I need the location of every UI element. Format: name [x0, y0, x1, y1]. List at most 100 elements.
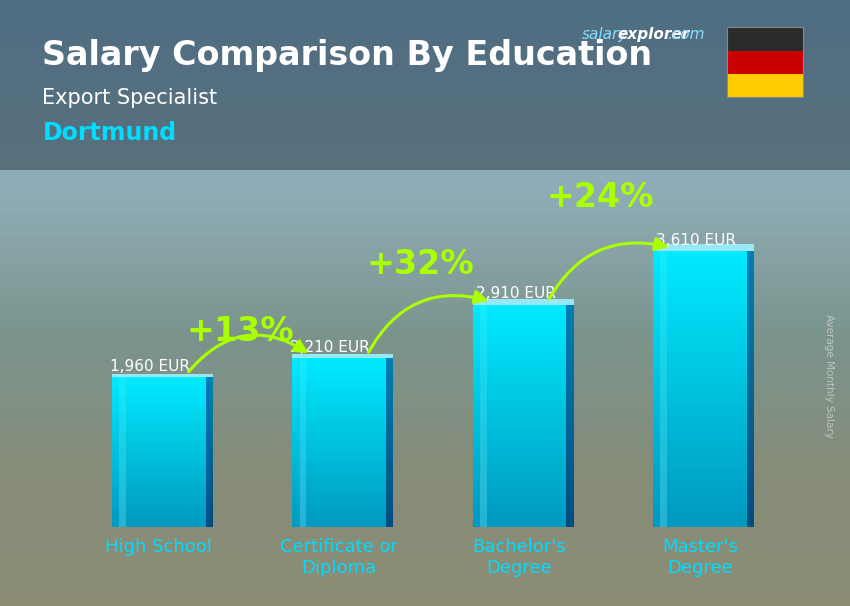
Bar	[119, 382, 126, 385]
Bar	[746, 270, 754, 275]
Bar	[300, 462, 306, 465]
Bar	[660, 444, 667, 449]
Bar	[746, 251, 754, 256]
Bar	[206, 385, 213, 387]
Bar	[480, 412, 486, 416]
Bar	[206, 498, 213, 500]
Bar	[386, 378, 394, 381]
Bar	[653, 499, 746, 504]
Bar	[119, 413, 126, 415]
Bar	[300, 431, 306, 435]
Bar	[206, 378, 213, 380]
Bar	[660, 288, 667, 293]
Bar	[660, 426, 667, 431]
Bar	[386, 415, 394, 418]
Bar	[119, 525, 126, 527]
Bar	[746, 399, 754, 403]
Bar	[653, 251, 746, 256]
Bar	[480, 390, 486, 394]
Bar	[119, 487, 126, 490]
Bar	[300, 479, 306, 482]
Bar	[206, 410, 213, 413]
Bar	[660, 486, 667, 490]
Bar	[119, 430, 126, 432]
Bar	[206, 454, 213, 458]
Bar	[660, 284, 667, 288]
Bar	[292, 482, 386, 485]
Bar	[653, 403, 746, 408]
Bar	[206, 525, 213, 527]
Bar	[206, 402, 213, 405]
Bar	[206, 505, 213, 507]
Bar	[206, 474, 213, 478]
Bar	[206, 452, 213, 455]
Bar	[0, 0, 850, 170]
Bar	[112, 385, 206, 387]
Bar	[480, 331, 486, 335]
Bar	[300, 507, 306, 510]
Bar	[653, 435, 746, 440]
Bar	[0, 288, 850, 296]
Bar	[746, 293, 754, 298]
Bar	[653, 334, 746, 339]
Bar	[119, 472, 126, 475]
Bar	[653, 467, 746, 472]
Bar	[653, 495, 746, 499]
Bar	[746, 353, 754, 357]
Bar	[566, 468, 574, 471]
Bar	[566, 498, 574, 501]
Bar	[112, 482, 206, 485]
Bar	[206, 478, 213, 480]
Bar	[653, 330, 746, 334]
Bar	[112, 480, 206, 482]
Bar	[300, 367, 306, 370]
Bar	[653, 476, 746, 481]
Bar	[653, 472, 746, 477]
Bar	[660, 344, 667, 348]
Bar	[566, 524, 574, 527]
Bar	[300, 474, 306, 476]
Bar	[0, 387, 850, 394]
Bar	[480, 431, 486, 435]
Bar	[206, 500, 213, 502]
Bar	[0, 235, 850, 242]
Bar	[206, 398, 213, 400]
Bar	[473, 361, 566, 364]
Bar	[0, 296, 850, 303]
Bar	[566, 512, 574, 516]
Bar	[473, 505, 566, 508]
Bar	[0, 159, 850, 167]
Bar	[660, 330, 667, 334]
Bar	[746, 385, 754, 389]
Bar	[653, 380, 746, 385]
Bar	[206, 387, 213, 390]
Bar	[566, 368, 574, 371]
Bar	[473, 438, 566, 442]
Bar	[112, 512, 206, 514]
Bar	[473, 464, 566, 468]
Bar	[480, 464, 486, 468]
Bar	[300, 428, 306, 431]
Bar	[112, 395, 206, 398]
Bar	[292, 418, 386, 421]
Bar	[292, 370, 386, 373]
Bar	[653, 376, 746, 380]
Bar	[746, 504, 754, 509]
Bar	[300, 401, 306, 404]
Bar	[119, 398, 126, 400]
Bar	[653, 463, 746, 467]
Bar	[746, 431, 754, 435]
Bar	[112, 380, 206, 382]
Bar	[292, 474, 386, 476]
Bar	[660, 435, 667, 440]
Bar	[653, 440, 746, 444]
Bar	[112, 422, 206, 425]
Bar	[206, 485, 213, 487]
Bar	[746, 343, 754, 348]
Bar	[292, 420, 386, 423]
Bar	[480, 408, 486, 412]
Bar	[566, 382, 574, 387]
Bar	[473, 353, 566, 357]
Bar	[473, 312, 566, 316]
Bar	[292, 426, 386, 428]
